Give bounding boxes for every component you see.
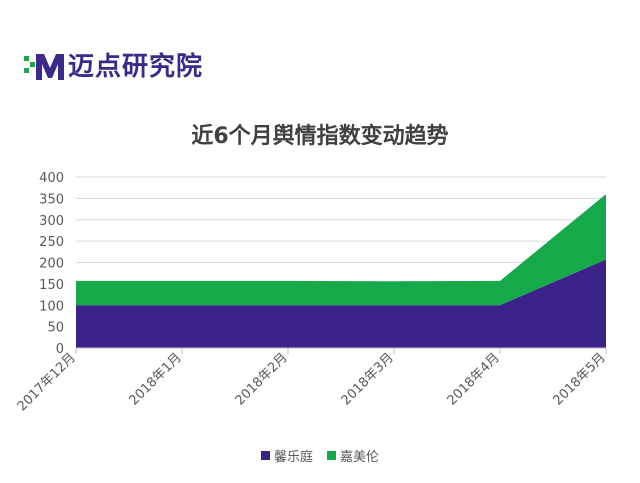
legend-label: 馨乐庭 (273, 450, 313, 465)
y-tick-label: 50 (47, 321, 64, 336)
x-tick-label: 2018年1月 (127, 350, 185, 408)
y-tick-label: 350 (39, 192, 64, 207)
brand-mark-icon (24, 54, 64, 80)
series-area-0 (76, 259, 606, 348)
x-tick-label: 2018年2月 (233, 350, 291, 408)
y-tick-label: 200 (39, 257, 64, 272)
legend-item: 馨乐庭 (260, 446, 313, 465)
x-tick-label: 2018年4月 (445, 350, 503, 408)
y-tick-label: 0 (56, 342, 64, 357)
y-tick-label: 400 (39, 171, 64, 186)
brand-name: 迈点研究院 (68, 52, 204, 82)
y-tick-label: 150 (39, 278, 64, 293)
series-area-1 (76, 194, 606, 306)
brand-logo: 迈点研究院 (22, 50, 203, 84)
legend-swatch (260, 451, 270, 460)
y-tick-label: 250 (39, 235, 64, 250)
y-tick-label: 100 (39, 299, 64, 314)
legend-label: 嘉美伦 (340, 450, 380, 465)
legend-swatch (327, 451, 336, 460)
y-tick-label: 300 (39, 214, 64, 229)
chart-title: 近6个月舆情指数变动趋势 (191, 124, 449, 149)
x-tick-label: 2018年5月 (551, 350, 609, 408)
x-tick-label: 2018年3月 (339, 350, 397, 408)
legend-item: 嘉美伦 (327, 446, 379, 465)
chart-legend: 馨乐庭 嘉美伦 (0, 446, 640, 465)
x-tick-label: 2017年12月 (15, 350, 79, 414)
